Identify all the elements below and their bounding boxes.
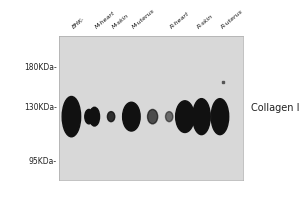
Text: M-uterus: M-uterus <box>131 8 156 30</box>
Ellipse shape <box>85 109 93 124</box>
Text: R-uterus: R-uterus <box>220 9 244 30</box>
Text: 130KDa-: 130KDa- <box>24 104 57 112</box>
Text: M-skin: M-skin <box>111 13 130 30</box>
Ellipse shape <box>62 96 81 137</box>
Ellipse shape <box>107 112 115 122</box>
Ellipse shape <box>193 99 210 135</box>
Text: R-skin: R-skin <box>196 14 214 30</box>
Ellipse shape <box>166 112 173 122</box>
Ellipse shape <box>123 102 140 131</box>
Ellipse shape <box>211 99 229 135</box>
Ellipse shape <box>89 107 100 126</box>
Ellipse shape <box>176 101 194 132</box>
Text: R-heart: R-heart <box>169 11 190 30</box>
Text: Collagen III: Collagen III <box>250 103 300 113</box>
Text: 180KDa-: 180KDa- <box>24 63 57 72</box>
Text: 95KDa-: 95KDa- <box>28 157 57 166</box>
Text: M-heart: M-heart <box>94 11 116 30</box>
Ellipse shape <box>148 109 158 124</box>
Text: BHK-: BHK- <box>71 17 86 30</box>
